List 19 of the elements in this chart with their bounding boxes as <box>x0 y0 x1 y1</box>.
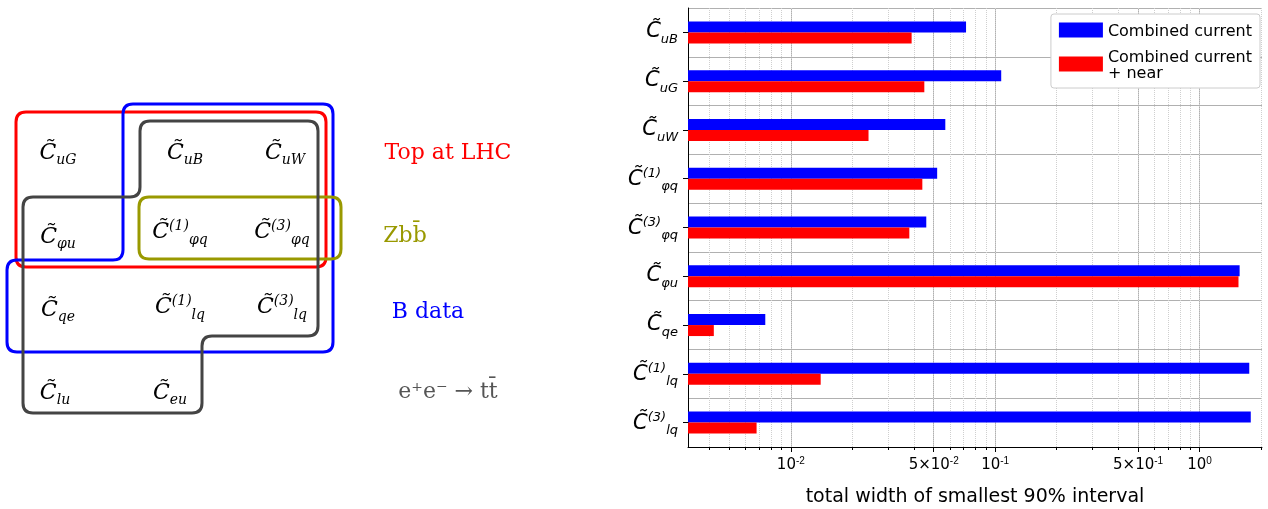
text: C̃$_{uG}$ <box>39 138 77 168</box>
y-tick-label: C̃$_{uB}$ <box>646 18 678 46</box>
legend-label: Combined current <box>1107 20 1252 40</box>
y-tick-label: C̃$_{uW}$ <box>642 116 678 144</box>
x-axis-title: total width of smallest 90% interval <box>805 483 1145 506</box>
y-tick-label: C̃$_{qe}$ <box>647 311 678 339</box>
text: C̃$_{φu}$ <box>40 222 76 252</box>
text: e⁺e⁻ → tt̄ <box>398 377 498 403</box>
text: C̃$_{qe}$ <box>40 295 76 325</box>
text: C̃$_{lu}$ <box>39 378 71 408</box>
text: C̃$_{uW}$ <box>264 138 306 168</box>
y-tick-label: C̃$_{φu}$ <box>646 262 678 290</box>
text: B data <box>391 297 465 323</box>
text: C̃$_{eu}$ <box>152 378 188 408</box>
y-tick-label: C̃$_{uG}$ <box>645 67 678 95</box>
text: C̃$_{uB}$ <box>166 138 204 168</box>
legend-label: Combined current + near <box>1107 46 1252 82</box>
text: Zbb̄ <box>383 221 427 247</box>
text: Top at LHC <box>384 138 512 164</box>
